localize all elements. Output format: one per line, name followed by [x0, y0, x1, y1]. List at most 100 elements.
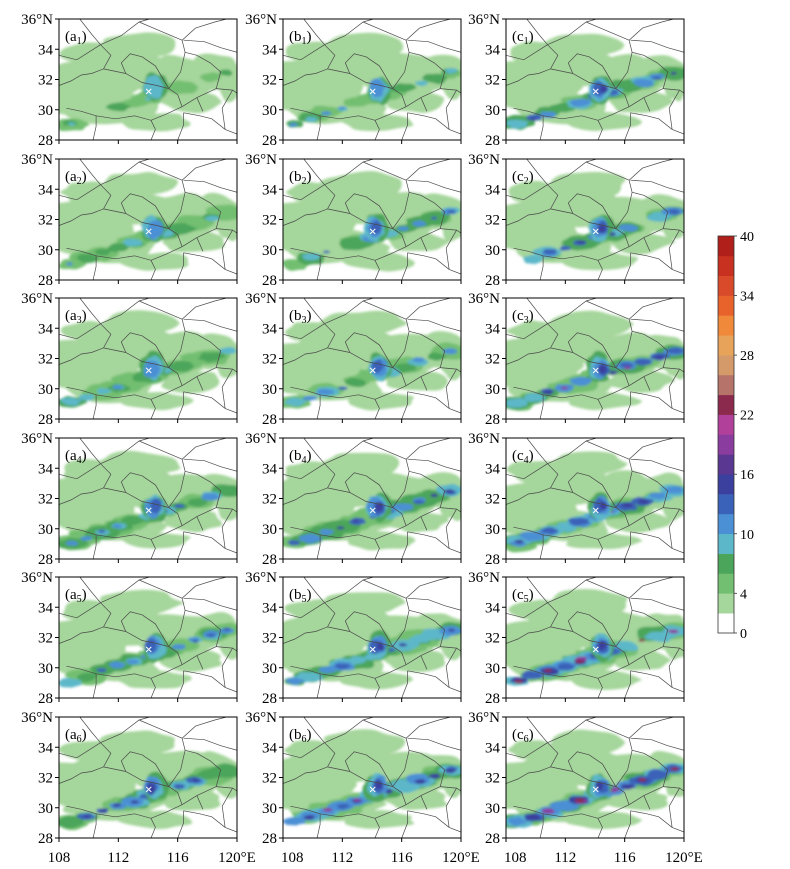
rain-band: [105, 102, 132, 112]
province-boundary: [92, 255, 97, 280]
province-boundary: [344, 611, 394, 647]
colorbar-segment: [718, 613, 734, 634]
panel-label: (b4): [289, 448, 312, 466]
latitude-tick-label: 34: [485, 42, 501, 58]
province-boundary: [324, 438, 374, 465]
heavy-rain-core: [414, 779, 426, 784]
province-boundary: [585, 161, 630, 181]
colorbar-segment: [718, 494, 734, 515]
province-boundary: [420, 237, 428, 252]
province-boundary: [409, 609, 446, 647]
province-boundary: [221, 787, 233, 828]
latitude-tick-label: 30: [485, 801, 500, 817]
latitude-tick-label: 34: [262, 42, 278, 58]
rain-band: [507, 816, 527, 826]
province-boundary: [547, 298, 597, 325]
station-marker: ×: [592, 643, 600, 658]
province-boundary: [66, 246, 183, 261]
province-boundary: [407, 39, 461, 53]
province-boundary: [362, 300, 407, 320]
latitude-tick-label: 30: [485, 382, 500, 398]
province-boundary: [630, 810, 684, 833]
rain-band: [427, 352, 447, 361]
heavy-rain-core: [621, 503, 633, 508]
province-boundary: [138, 719, 183, 739]
latitude-tick-label: 36°N: [21, 710, 53, 726]
heavy-rain-core: [173, 783, 186, 790]
heavy-rain-core: [144, 638, 157, 653]
heavy-rain-core: [130, 800, 139, 804]
station-marker: ×: [145, 225, 153, 240]
colorbar-tick-label: 10: [740, 528, 754, 543]
light-rain-area: [384, 649, 446, 673]
light-rain-area: [385, 371, 449, 391]
heavy-rain-core: [444, 769, 456, 774]
province-boundary: [316, 673, 321, 698]
rain-band: [412, 357, 425, 363]
province-boundary: [632, 51, 669, 89]
province-boundary: [344, 332, 394, 368]
province-boundary: [150, 120, 156, 140]
province-boundary: [420, 795, 428, 810]
rain-band: [549, 799, 579, 812]
station-marker: ×: [145, 364, 153, 379]
province-boundary: [567, 193, 617, 229]
light-rain-area: [545, 451, 629, 477]
province-boundary: [630, 112, 684, 135]
province-boundary: [420, 516, 428, 531]
province-boundary: [316, 394, 321, 419]
latitude-tick-label: 32: [38, 73, 53, 89]
panel-c4: × (c4) 36°N 34 32 30 28: [468, 431, 685, 568]
province-boundary: [168, 159, 227, 229]
panel-label: (a4): [65, 448, 87, 466]
latitude-tick-label: 32: [485, 352, 500, 368]
rain-band: [76, 253, 99, 263]
latitude-tick-label: 28: [485, 273, 500, 289]
panel-label: (c2): [512, 169, 534, 187]
province-boundary: [92, 673, 97, 698]
latitude-tick-label: 32: [38, 492, 53, 508]
latitude-tick-label: 28: [262, 273, 277, 289]
light-rain-area: [550, 588, 628, 616]
latitude-tick-label: 32: [485, 492, 500, 508]
province-boundary: [547, 577, 597, 604]
heavy-rain-core: [98, 529, 106, 533]
province-boundary: [290, 106, 407, 121]
province-boundary: [392, 438, 451, 508]
rain-band: [569, 376, 592, 386]
heavy-rain-core: [352, 519, 359, 523]
province-boundary: [177, 252, 184, 280]
province-boundary: [392, 19, 451, 89]
province-boundary: [59, 602, 101, 619]
province-boundary: [120, 472, 170, 508]
rain-band: [59, 815, 84, 829]
colorbar-segment: [718, 374, 734, 396]
rain-band: [301, 253, 321, 261]
province-boundary: [632, 470, 669, 508]
colorbar-segment: [718, 573, 734, 594]
province-boundary: [409, 470, 446, 508]
station-marker: ×: [369, 504, 377, 519]
province-boundary: [513, 246, 630, 261]
province-boundary: [150, 399, 156, 419]
heavy-rain-core: [653, 355, 665, 360]
province-boundary: [506, 438, 559, 505]
light-rain-area: [348, 392, 414, 411]
province-boundary: [100, 717, 150, 744]
latitude-tick-label: 32: [262, 352, 277, 368]
province-boundary: [283, 602, 325, 619]
province-boundary: [624, 810, 631, 838]
province-boundary: [547, 159, 597, 186]
light-rain-area: [347, 531, 416, 551]
heavy-rain-core: [336, 803, 351, 810]
province-boundary: [183, 39, 237, 53]
province-boundary: [221, 229, 233, 270]
latitude-tick-label: 30: [485, 243, 500, 259]
province-boundary: [445, 508, 457, 549]
province-boundary: [407, 391, 461, 414]
province-boundary: [585, 579, 630, 599]
rain-band: [126, 659, 139, 665]
light-rain-area: [218, 66, 237, 103]
province-boundary: [185, 609, 222, 647]
province-boundary: [506, 44, 548, 61]
